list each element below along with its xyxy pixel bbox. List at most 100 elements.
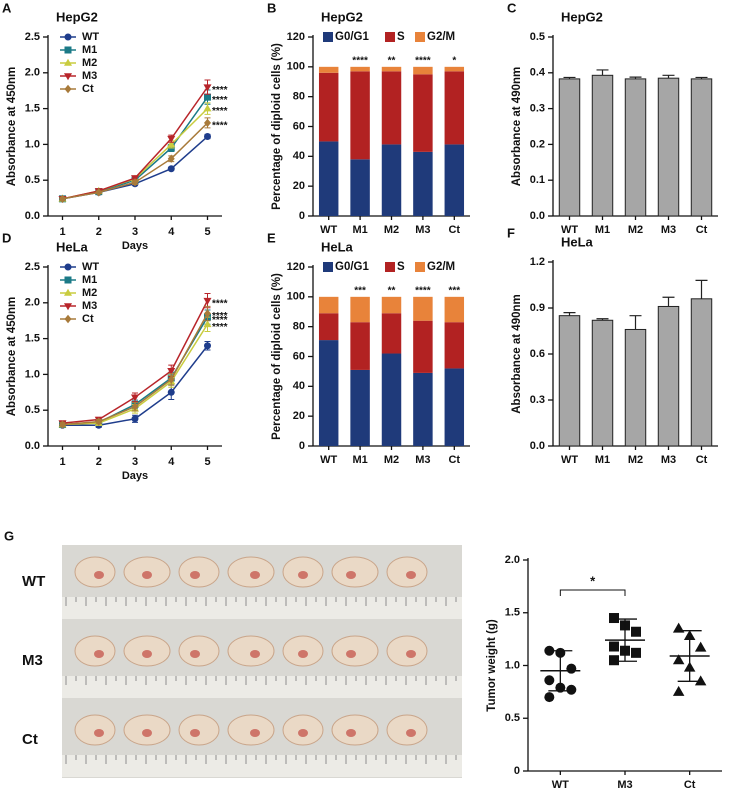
sd-bar xyxy=(677,630,702,682)
x-tick-label: 2 xyxy=(96,456,102,468)
tumor-spot xyxy=(250,650,260,658)
x-axis-label: Days xyxy=(122,470,148,482)
ruler xyxy=(62,597,462,619)
error-bar xyxy=(662,74,675,79)
sd-bar xyxy=(548,650,573,692)
bar-segment xyxy=(444,322,465,369)
y-tick-label: 20 xyxy=(293,180,305,192)
legend-label: G0/G1 xyxy=(335,31,369,43)
bar xyxy=(624,78,647,217)
y-tick-label: 80 xyxy=(293,91,305,103)
x-tick-label: 3 xyxy=(132,226,138,238)
y-tick-label: 2.0 xyxy=(25,297,40,309)
ruler xyxy=(62,676,462,698)
x-tick-label: WT xyxy=(320,454,337,466)
x-tick-label: M3 xyxy=(415,224,430,236)
error-bar xyxy=(629,315,642,330)
bar xyxy=(657,305,680,447)
legend-label: M3 xyxy=(82,70,97,82)
y-tick-label: 120 xyxy=(287,31,305,43)
legend-label: M1 xyxy=(82,44,97,56)
y-axis-label: Tumor weight (g) xyxy=(486,619,498,712)
sd-bar xyxy=(613,618,637,662)
tumor-spot xyxy=(190,650,200,658)
marker xyxy=(203,297,212,305)
legend-label: Ct xyxy=(82,83,94,95)
y-tick-label: 0.3 xyxy=(530,103,545,115)
legend-label: M3 xyxy=(82,300,97,312)
tumor xyxy=(178,556,220,588)
x-tick-label: 1 xyxy=(59,226,65,238)
legend-label: G0/G1 xyxy=(335,261,369,273)
significance-label: * xyxy=(590,573,596,588)
marker xyxy=(609,655,619,666)
marker xyxy=(631,626,641,637)
bar-segment xyxy=(444,71,465,145)
x-tick-label: WT xyxy=(552,779,569,791)
panel-title: HepG2 xyxy=(56,9,98,24)
y-tick-label: 0.0 xyxy=(25,210,40,222)
legend-label: S xyxy=(397,261,405,273)
tumor-spot xyxy=(346,650,356,658)
y-axis-label: Percentage of diploid cells (%) xyxy=(271,273,283,440)
marker xyxy=(63,288,73,296)
x-tick-label: 5 xyxy=(204,226,210,238)
bar xyxy=(690,78,713,217)
x-tick-label: 5 xyxy=(204,456,210,468)
x-tick-label: 4 xyxy=(168,456,175,468)
annotation: **** xyxy=(212,298,228,309)
bar-segment xyxy=(318,66,339,73)
annotation: **** xyxy=(212,322,228,333)
legend-label: WT xyxy=(82,261,99,273)
marker xyxy=(203,104,212,112)
bar-segment xyxy=(318,296,339,314)
marker xyxy=(203,84,212,92)
bar xyxy=(657,77,680,217)
panel-letter: A xyxy=(2,0,12,15)
bar xyxy=(558,315,581,447)
marker xyxy=(609,641,619,652)
y-tick-label: 40 xyxy=(293,150,305,162)
marker xyxy=(63,303,73,311)
y-tick-label: 0.5 xyxy=(25,174,40,186)
marker xyxy=(167,368,176,376)
panel-title: HepG2 xyxy=(321,9,363,24)
y-axis-label: Absorbance at 490nm xyxy=(511,67,523,187)
x-tick-label: Ct xyxy=(448,454,460,466)
bar-segment xyxy=(381,71,402,145)
x-tick-label: 2 xyxy=(96,226,102,238)
tumor xyxy=(386,635,428,667)
bar-segment xyxy=(413,74,433,152)
bar xyxy=(558,78,581,217)
y-tick-label: 100 xyxy=(287,291,305,303)
y-tick-label: 0.5 xyxy=(25,404,40,416)
tumor xyxy=(331,714,379,746)
marker xyxy=(64,33,72,41)
bar-segment xyxy=(413,66,433,75)
x-tick-label: M2 xyxy=(384,454,399,466)
legend-label: S xyxy=(397,31,405,43)
annotation: **** xyxy=(212,95,228,106)
row-label: WT xyxy=(22,573,45,590)
bar xyxy=(624,328,647,447)
y-tick-label: 1.5 xyxy=(25,103,40,115)
x-tick-label: M1 xyxy=(595,224,610,236)
tumor xyxy=(227,556,275,588)
legend-label: WT xyxy=(82,31,99,43)
y-tick-label: 1.2 xyxy=(530,256,545,268)
panel-title: HepG2 xyxy=(561,9,603,24)
panel-title: HeLa xyxy=(56,239,89,254)
marker xyxy=(631,647,641,658)
y-tick-label: 1.5 xyxy=(25,333,40,345)
marker xyxy=(566,684,577,695)
bar-segment xyxy=(413,372,433,446)
row-label: Ct xyxy=(22,731,38,748)
bar-segment xyxy=(381,313,402,354)
bar-segment xyxy=(413,296,433,321)
tumor xyxy=(74,635,116,667)
row-label: M3 xyxy=(22,652,43,669)
marker xyxy=(64,314,72,324)
x-tick-label: M3 xyxy=(415,454,430,466)
x-tick-label: M3 xyxy=(617,779,632,791)
y-tick-label: 40 xyxy=(293,380,305,392)
